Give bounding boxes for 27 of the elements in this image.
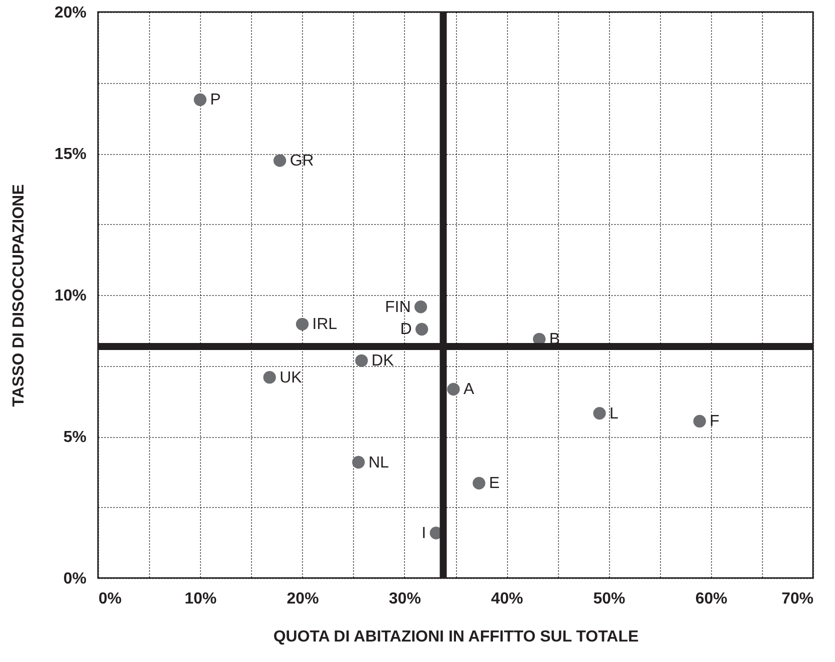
series-label: E <box>488 475 500 492</box>
x-tick-label: 20% <box>286 590 319 608</box>
y-axis-title: TASSO DI DISOCCUPAZIONE <box>10 184 28 407</box>
series-label: FIN <box>384 298 411 316</box>
series-label: DK <box>372 352 394 370</box>
series-label: GR <box>290 152 314 170</box>
y-tick-label: 20% <box>54 4 86 22</box>
series-label: I <box>422 525 426 542</box>
x-tick-label: 30% <box>388 590 421 608</box>
x-tick-label: 60% <box>695 590 728 608</box>
y-tick-label: 0% <box>63 570 86 588</box>
series-label: L <box>610 405 619 422</box>
series-label: D <box>400 321 412 338</box>
series-label: IRL <box>312 316 338 334</box>
y-tick-label: 10% <box>54 288 86 304</box>
series-label: NL <box>368 454 390 472</box>
x-tick-label: 40% <box>491 590 524 608</box>
y-tick-label: 5% <box>63 429 86 446</box>
x-axis-title: QUOTA DI ABITAZIONI IN AFFITTO SUL TOTALE <box>273 628 639 646</box>
x-tick-label: 10% <box>184 590 217 608</box>
series-label: P <box>210 92 221 109</box>
x-tick-label: 50% <box>593 590 626 608</box>
x-tick-label: 0% <box>98 590 122 608</box>
x-tick-label: 70% <box>781 590 814 608</box>
series-label: A <box>463 381 474 398</box>
series-label: UK <box>280 369 302 386</box>
y-tick-label: 15% <box>54 146 86 163</box>
